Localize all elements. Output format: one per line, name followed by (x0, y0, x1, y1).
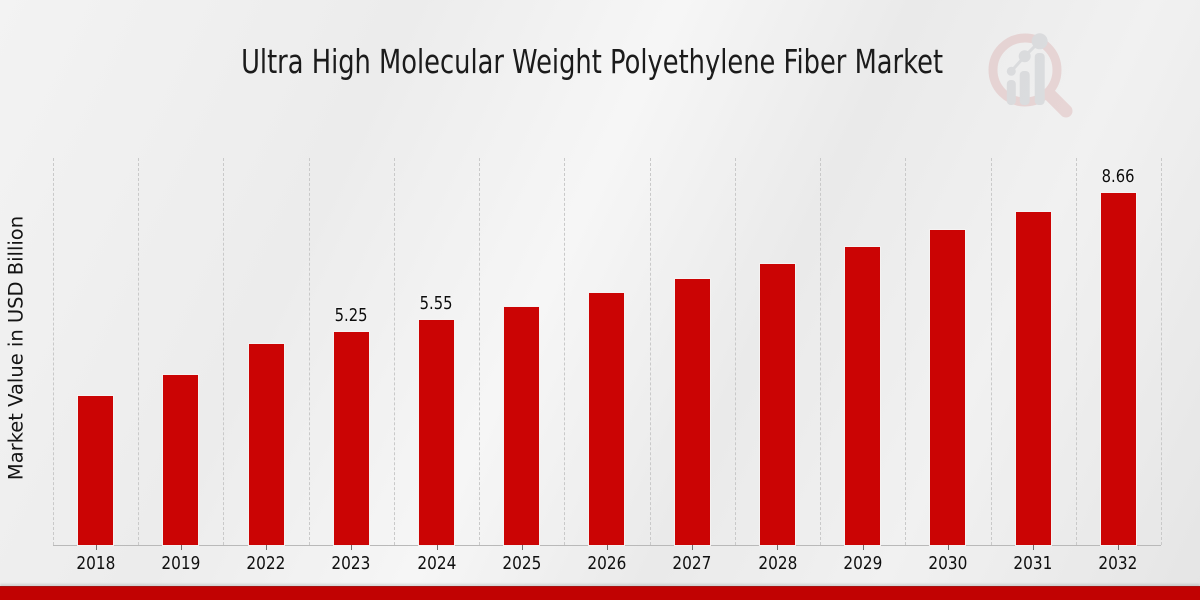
x-tick-label-2023: 2023 (331, 553, 371, 574)
bar-2026 (588, 292, 626, 546)
chart-category-2023: 5.25 2023 (309, 158, 394, 574)
x-axis-tick (692, 545, 694, 550)
x-tick-label-2027: 2027 (672, 553, 712, 574)
bar-2019 (162, 374, 200, 546)
x-axis-tick (1033, 545, 1035, 550)
plot-area: 2018 2019 2022 5.25 2023 5.55 2024 2025 2026 2027… (53, 158, 1162, 574)
x-tick-label-2028: 2028 (757, 553, 797, 574)
bar-value-label-2032: 8.66 (1101, 166, 1135, 188)
x-axis-tick (777, 545, 779, 550)
x-axis-tick (266, 545, 268, 550)
chart-category-2027: 2027 (650, 158, 735, 574)
bar-2024 (418, 318, 456, 547)
x-axis-tick (862, 545, 864, 550)
x-tick-label-2029: 2029 (843, 553, 883, 574)
bar-2027 (673, 277, 711, 547)
bar-2032 (1099, 192, 1137, 546)
x-tick-label-2026: 2026 (587, 553, 627, 574)
x-axis-tick (1118, 545, 1120, 550)
gridline (138, 158, 140, 545)
x-tick-label-2030: 2030 (928, 553, 968, 574)
gridline (820, 158, 822, 545)
x-axis-tick (521, 545, 523, 550)
gridline (393, 158, 395, 545)
gridline (53, 158, 54, 545)
bar-value-label-2024: 5.55 (420, 292, 453, 314)
bar-2025 (503, 305, 541, 547)
logo-icon (988, 33, 1073, 118)
bar-2023 (332, 330, 370, 547)
gridline (734, 158, 736, 545)
x-axis-tick (95, 545, 97, 550)
chart-category-2030: 2030 (905, 158, 990, 574)
bar-2028 (758, 262, 796, 547)
bar-2018 (77, 394, 115, 547)
x-tick-label-2019: 2019 (161, 553, 201, 574)
x-axis-tick (947, 545, 949, 550)
chart-category-2018: 2018 (53, 158, 138, 574)
x-axis-tick (606, 545, 608, 550)
bar-value-label-2023: 5.25 (334, 304, 368, 326)
chart-category-2022: 2022 (223, 158, 308, 574)
gridline (479, 158, 481, 545)
gridline (564, 158, 566, 545)
x-tick-label-2024: 2024 (417, 553, 457, 574)
chart-title: Ultra High Molecular Weight Polyethylene… (241, 42, 944, 81)
footer-accent-bar (0, 586, 1200, 600)
gridline (308, 158, 310, 545)
chart-category-2019: 2019 (138, 158, 223, 574)
gridline (1161, 158, 1162, 545)
y-axis-label: Market Value in USD Billion (4, 215, 28, 481)
gridline (223, 158, 225, 545)
x-tick-label-2032: 2032 (1098, 553, 1138, 574)
gridline (905, 158, 907, 545)
x-axis-tick (180, 545, 182, 550)
magnifier-growth-chart-logo (981, 24, 1091, 118)
bar-2029 (844, 246, 882, 546)
x-tick-label-2022: 2022 (246, 553, 286, 574)
chart-category-2024: 5.55 2024 (394, 158, 479, 574)
bar-2031 (1014, 211, 1052, 546)
gridline (649, 158, 651, 545)
x-axis-tick (436, 545, 438, 550)
chart-category-2026: 2026 (564, 158, 649, 574)
x-tick-label-2025: 2025 (502, 553, 542, 574)
gridline (990, 158, 992, 545)
bar-2030 (929, 229, 967, 546)
chart-category-2031: 2031 (991, 158, 1076, 574)
gridline (1075, 158, 1077, 545)
x-tick-label-2031: 2031 (1013, 553, 1053, 574)
bar-2022 (247, 343, 285, 546)
chart-category-2029: 2029 (820, 158, 905, 574)
x-tick-label-2018: 2018 (76, 553, 116, 574)
chart-category-2028: 2028 (735, 158, 820, 574)
chart-category-2032: 8.66 2032 (1076, 158, 1161, 574)
x-axis-tick (351, 545, 353, 550)
chart-category-2025: 2025 (479, 158, 564, 574)
